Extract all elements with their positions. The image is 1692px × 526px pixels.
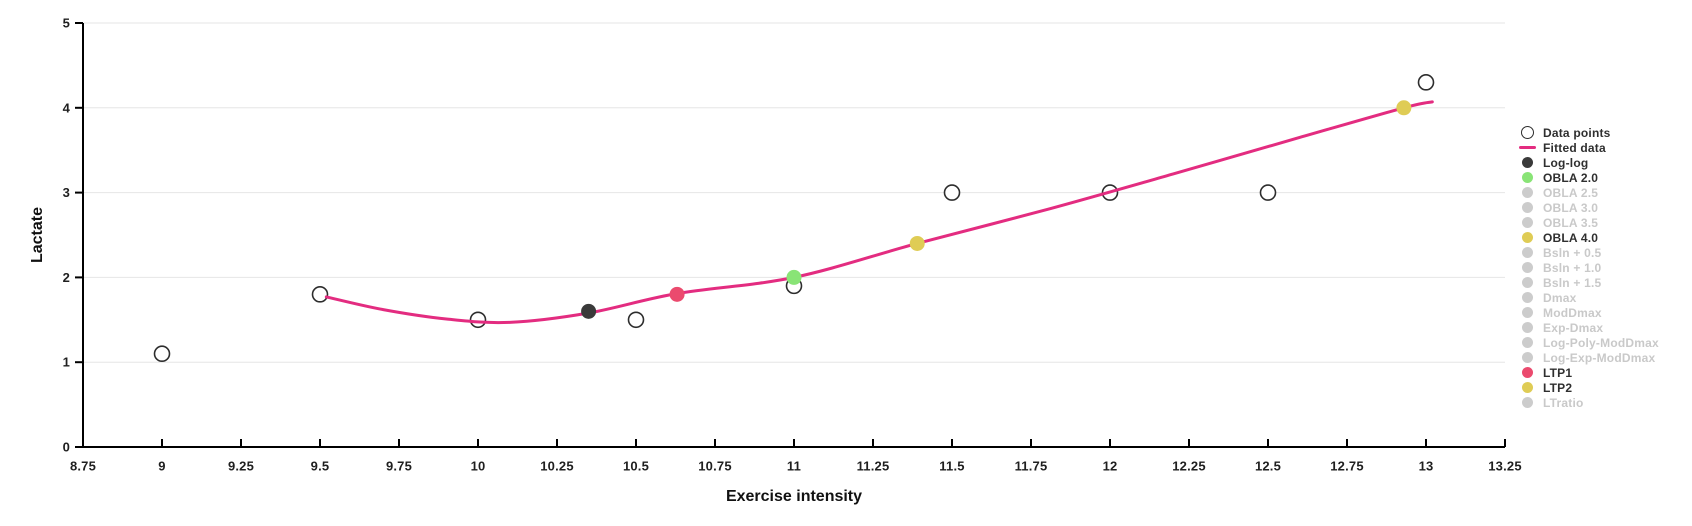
legend-item-label: Log-Exp-ModDmax — [1543, 350, 1656, 365]
legend-item-label: Data points — [1543, 125, 1611, 140]
x-tick-label: 9.25 — [228, 459, 254, 474]
legend-item-obla-3-0[interactable]: OBLA 3.0 — [1518, 200, 1659, 215]
marker-obla-2-0[interactable] — [786, 269, 802, 285]
data-point[interactable] — [469, 311, 487, 329]
marker-ltp1[interactable] — [669, 286, 685, 302]
x-tick-label: 12.25 — [1172, 459, 1206, 474]
y-tick-label: 4 — [63, 100, 71, 115]
legend-item-label: Bsln + 0.5 — [1543, 245, 1602, 260]
x-tick-label: 11.5 — [939, 459, 964, 474]
y-tick-label: 3 — [63, 185, 70, 200]
legend-item-label: LTP1 — [1543, 365, 1573, 380]
chart-legend: Data points Fitted data Log-log OBLA 2.0 OBL… — [1518, 125, 1659, 410]
legend-item-label: OBLA 2.5 — [1543, 185, 1599, 200]
legend-item-ltratio[interactable]: LTratio — [1518, 395, 1659, 410]
circle-icon — [1518, 262, 1536, 273]
legend-item-bsln-1-0[interactable]: Bsln + 1.0 — [1518, 260, 1659, 275]
legend-item-log-exp-moddmax[interactable]: Log-Exp-ModDmax — [1518, 350, 1659, 365]
y-tick-label: 0 — [63, 440, 70, 455]
data-point[interactable] — [1417, 74, 1435, 91]
marker-obla-4-0[interactable] — [1396, 100, 1412, 116]
legend-item-label: OBLA 3.5 — [1543, 215, 1599, 230]
circle-icon — [1518, 202, 1536, 213]
circle-icon — [1518, 322, 1536, 333]
legend-item-ltp2[interactable]: LTP2 — [1518, 380, 1659, 395]
legend-item-obla-3-5[interactable]: OBLA 3.5 — [1518, 215, 1659, 230]
legend-item-label: Fitted data — [1543, 140, 1606, 155]
line-icon — [1518, 146, 1536, 149]
x-tick-label: 12 — [1103, 459, 1118, 474]
legend-item-obla-2-0[interactable]: OBLA 2.0 — [1518, 170, 1659, 185]
legend-item-label: LTP2 — [1543, 380, 1573, 395]
legend-item-ltp1[interactable]: LTP1 — [1518, 365, 1659, 380]
x-tick-label: 12.75 — [1330, 459, 1364, 474]
legend-item-data-points[interactable]: Data points — [1518, 125, 1659, 140]
legend-item-label: Exp-Dmax — [1543, 320, 1604, 335]
x-tick-label: 9.5 — [311, 459, 330, 474]
x-tick-label: 13.25 — [1488, 459, 1522, 474]
circle-icon — [1518, 292, 1536, 303]
y-tick-label: 5 — [63, 16, 70, 31]
y-tick-label: 2 — [63, 270, 70, 285]
fitted-line[interactable] — [324, 100, 1434, 325]
x-tick-label: 10.25 — [540, 459, 574, 474]
open-circle-icon — [1518, 126, 1536, 139]
x-axis-title: Exercise intensity — [725, 488, 863, 505]
legend-item-exp-dmax[interactable]: Exp-Dmax — [1518, 320, 1659, 335]
legend-item-label: Log-log — [1543, 155, 1589, 170]
x-tick-label: 11 — [787, 459, 801, 474]
circle-icon — [1518, 232, 1536, 243]
circle-icon — [1518, 307, 1536, 318]
x-tick-label: 10 — [471, 459, 486, 474]
legend-item-bsln-0-5[interactable]: Bsln + 0.5 — [1518, 245, 1659, 260]
legend-item-label: OBLA 2.0 — [1543, 170, 1599, 185]
x-tick-label: 11.25 — [857, 459, 890, 474]
x-tick-label: 10.75 — [698, 459, 732, 474]
circle-icon — [1518, 157, 1536, 168]
x-tick-label: 8.75 — [70, 459, 96, 474]
y-tick-label: 1 — [63, 355, 70, 370]
legend-item-obla-2-5[interactable]: OBLA 2.5 — [1518, 185, 1659, 200]
x-tick-label: 10.5 — [623, 459, 649, 474]
y-axis-title: Lactate — [29, 206, 46, 264]
circle-icon — [1518, 172, 1536, 183]
legend-item-label: Log-Poly-ModDmax — [1543, 335, 1659, 350]
circle-icon — [1518, 352, 1536, 363]
marker-log-log[interactable] — [581, 303, 597, 319]
x-tick-label: 9.75 — [386, 459, 412, 474]
legend-item-label: Bsln + 1.5 — [1543, 275, 1602, 290]
legend-item-bsln-1-5[interactable]: Bsln + 1.5 — [1518, 275, 1659, 290]
x-tick-label: 13 — [1419, 459, 1434, 474]
data-point[interactable] — [153, 345, 171, 363]
legend-item-dmax[interactable]: Dmax — [1518, 290, 1659, 305]
legend-item-label: LTratio — [1543, 395, 1584, 410]
legend-item-label: OBLA 4.0 — [1543, 230, 1599, 245]
legend-item-label: Bsln + 1.0 — [1543, 260, 1602, 275]
x-tick-label: 12.5 — [1255, 459, 1281, 474]
circle-icon — [1518, 382, 1536, 393]
marker-ltp2[interactable] — [909, 235, 925, 251]
circle-icon — [1518, 277, 1536, 288]
legend-item-log-log[interactable]: Log-log — [1518, 155, 1659, 170]
circle-icon — [1518, 187, 1536, 198]
data-point[interactable] — [1259, 184, 1277, 201]
circle-icon — [1518, 337, 1536, 348]
data-point[interactable] — [311, 286, 329, 303]
legend-item-label: Dmax — [1543, 290, 1577, 305]
x-tick-label: 9 — [158, 459, 165, 474]
data-point[interactable] — [627, 311, 645, 329]
legend-item-obla-4-0[interactable]: OBLA 4.0 — [1518, 230, 1659, 245]
legend-item-log-poly-moddmax[interactable]: Log-Poly-ModDmax — [1518, 335, 1659, 350]
x-tick-label: 11.75 — [1015, 459, 1048, 474]
legend-item-label: OBLA 3.0 — [1543, 200, 1599, 215]
legend-item-fitted-data[interactable]: Fitted data — [1518, 140, 1659, 155]
data-point[interactable] — [943, 184, 961, 201]
circle-icon — [1518, 367, 1536, 378]
circle-icon — [1518, 397, 1536, 408]
circle-icon — [1518, 217, 1536, 228]
legend-item-label: ModDmax — [1543, 305, 1602, 320]
circle-icon — [1518, 247, 1536, 258]
legend-item-moddmax[interactable]: ModDmax — [1518, 305, 1659, 320]
